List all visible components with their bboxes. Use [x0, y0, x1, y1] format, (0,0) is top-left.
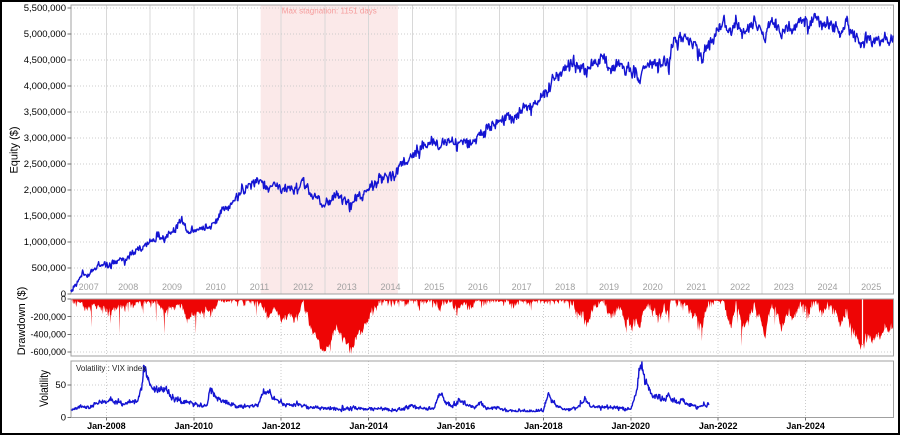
svg-text:5,500,000: 5,500,000 [24, 3, 66, 14]
svg-text:2021: 2021 [686, 282, 706, 292]
svg-text:50: 50 [55, 380, 66, 391]
svg-text:2007: 2007 [79, 282, 99, 292]
svg-text:Jan-2018: Jan-2018 [524, 421, 563, 431]
svg-text:Drawdown ($): Drawdown ($) [16, 287, 28, 355]
svg-text:0: 0 [61, 413, 66, 424]
svg-text:1,000,000: 1,000,000 [24, 237, 66, 248]
svg-text:5,000,000: 5,000,000 [24, 29, 66, 40]
svg-text:2022: 2022 [730, 282, 750, 292]
svg-text:Jan-2020: Jan-2020 [612, 421, 651, 431]
svg-text:2025: 2025 [861, 282, 881, 292]
svg-text:2009: 2009 [162, 282, 182, 292]
svg-text:Jan-2024: Jan-2024 [786, 421, 825, 431]
svg-text:2,500,000: 2,500,000 [24, 159, 66, 170]
svg-text:3,000,000: 3,000,000 [24, 133, 66, 144]
svg-text:Jan-2014: Jan-2014 [349, 421, 388, 431]
svg-text:2020: 2020 [643, 282, 663, 292]
svg-text:Equity ($): Equity ($) [9, 126, 21, 173]
svg-text:2018: 2018 [555, 282, 575, 292]
svg-text:2010: 2010 [206, 282, 226, 292]
svg-text:500,000: 500,000 [32, 263, 66, 274]
svg-text:2012: 2012 [293, 282, 313, 292]
svg-text:2019: 2019 [599, 282, 619, 292]
svg-text:Volatility: Volatility [37, 370, 51, 407]
svg-text:4,000,000: 4,000,000 [24, 81, 66, 92]
svg-text:-200,000: -200,000 [30, 312, 66, 322]
svg-text:2013: 2013 [337, 282, 357, 292]
svg-text:2014: 2014 [380, 282, 400, 292]
svg-text:Max stagnation: 1151 days: Max stagnation: 1151 days [282, 7, 377, 16]
svg-text:Jan-2022: Jan-2022 [699, 421, 738, 431]
svg-text:Jan-2008: Jan-2008 [87, 421, 126, 431]
svg-text:2024: 2024 [817, 282, 837, 292]
svg-text:2011: 2011 [250, 282, 269, 292]
svg-text:2017: 2017 [512, 282, 532, 292]
svg-text:4,500,000: 4,500,000 [24, 55, 66, 66]
svg-text:2023: 2023 [774, 282, 794, 292]
svg-text:2,000,000: 2,000,000 [24, 185, 66, 196]
svg-text:Jan-2010: Jan-2010 [175, 421, 214, 431]
svg-text:2016: 2016 [468, 282, 488, 292]
svg-text:2008: 2008 [118, 282, 138, 292]
svg-text:Jan-2012: Jan-2012 [262, 421, 301, 431]
svg-text:0: 0 [61, 294, 66, 304]
svg-text:2015: 2015 [424, 282, 444, 292]
svg-text:-400,000: -400,000 [30, 330, 66, 340]
svg-text:Jan-2016: Jan-2016 [437, 421, 476, 431]
svg-text:Volatility : VIX index: Volatility : VIX index [76, 364, 146, 373]
svg-text:1,500,000: 1,500,000 [24, 211, 66, 222]
svg-text:3,500,000: 3,500,000 [24, 107, 66, 118]
svg-text:0: 0 [61, 289, 66, 300]
svg-text:-600,000: -600,000 [30, 347, 66, 357]
